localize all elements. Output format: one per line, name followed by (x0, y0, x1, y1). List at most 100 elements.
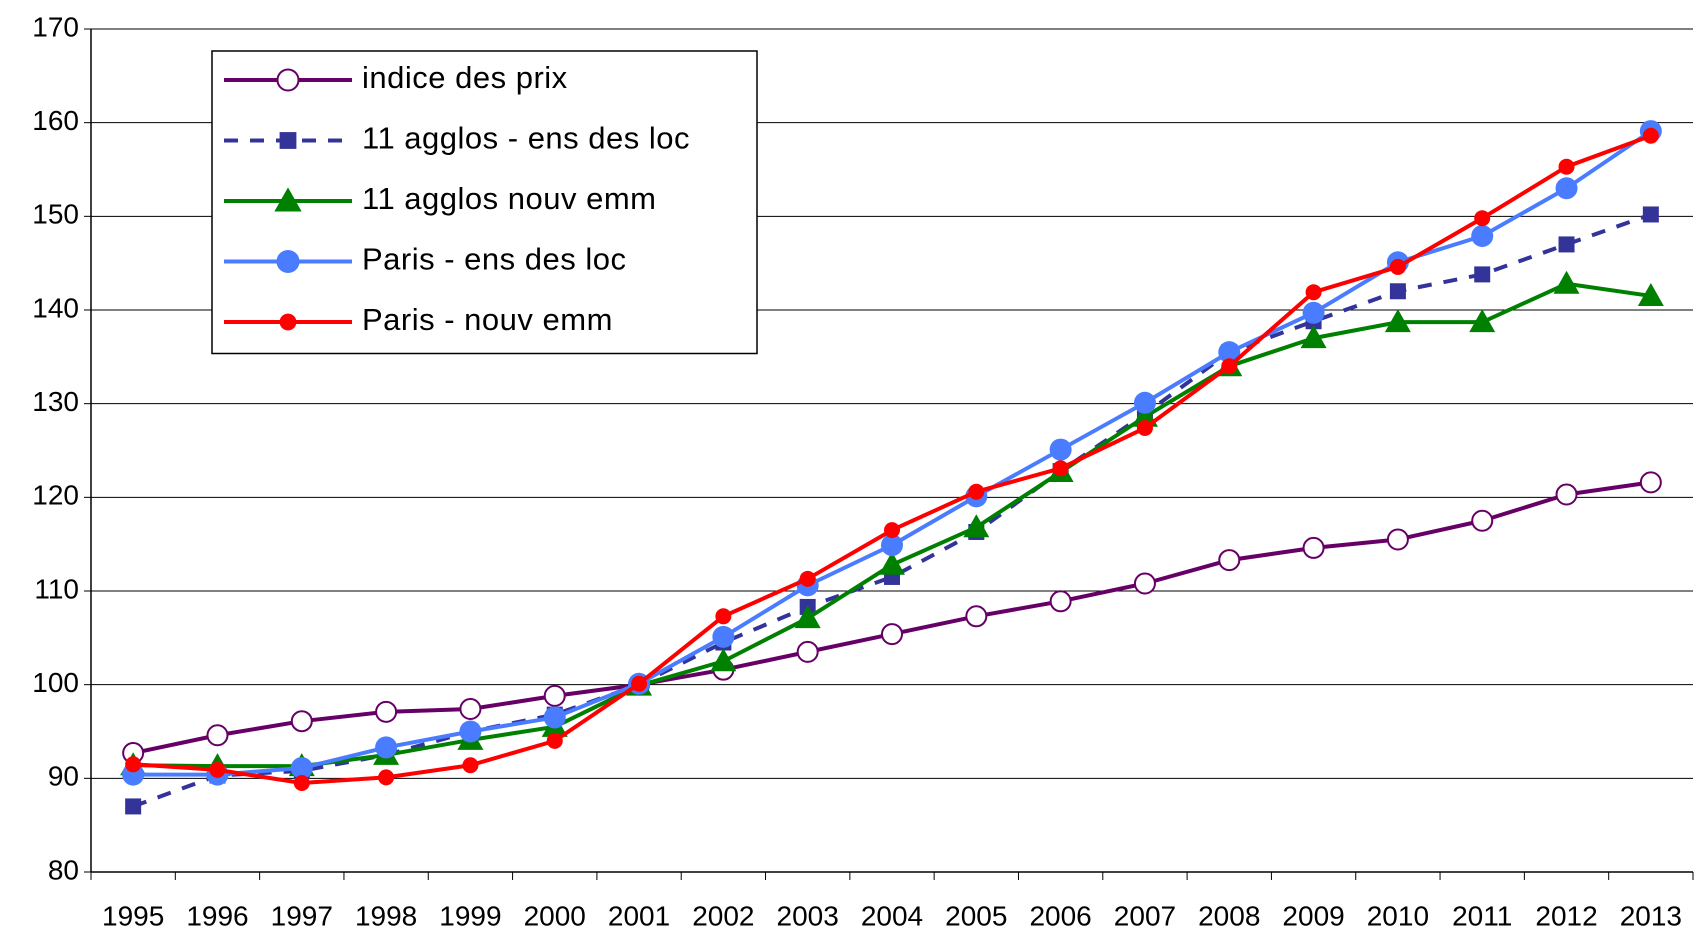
marker (293, 775, 310, 792)
y-tick-label: 110 (34, 573, 79, 604)
marker (881, 534, 903, 557)
marker (963, 514, 990, 538)
marker (1133, 572, 1156, 595)
x-tick-label: 2012 (1535, 900, 1597, 931)
marker (794, 605, 821, 629)
x-tick-label: 1997 (271, 900, 333, 931)
marker (546, 732, 563, 749)
marker (965, 605, 988, 628)
marker (209, 761, 226, 778)
marker (1389, 283, 1406, 300)
legend-marker (276, 249, 300, 274)
marker (1133, 391, 1156, 414)
marker (799, 570, 816, 587)
x-tick-label: 2010 (1367, 900, 1429, 931)
marker (1386, 528, 1409, 551)
legend-marker (276, 68, 300, 92)
marker (1052, 460, 1069, 477)
marker (710, 648, 737, 672)
x-tick-label: 2007 (1114, 900, 1176, 931)
y-tick-label: 160 (32, 105, 79, 136)
x-tick-label: 2005 (945, 900, 1007, 931)
x-tick-label: 2009 (1282, 900, 1344, 931)
y-tick-label: 120 (32, 480, 79, 511)
marker (631, 675, 648, 692)
legend-marker (274, 187, 302, 212)
marker (1474, 210, 1491, 227)
marker (459, 720, 482, 743)
marker (1471, 225, 1494, 248)
marker (1302, 301, 1325, 324)
x-tick-label: 2011 (1452, 900, 1512, 931)
marker (125, 756, 142, 773)
x-tick-label: 2006 (1029, 900, 1091, 931)
x-tick-label: 2013 (1620, 900, 1682, 931)
marker (968, 483, 985, 500)
y-tick-label: 130 (32, 386, 79, 417)
x-tick-label: 2000 (524, 900, 586, 931)
y-tick-label: 150 (32, 199, 79, 230)
marker (1049, 438, 1072, 461)
marker (459, 698, 482, 721)
x-tick-label: 1995 (102, 900, 164, 931)
legend-label: 11 agglos - ens des loc (362, 121, 690, 156)
marker (290, 757, 313, 780)
marker (879, 551, 905, 575)
y-tick-label: 80 (48, 854, 79, 885)
marker (1136, 420, 1153, 437)
marker (290, 710, 313, 733)
marker (1558, 236, 1575, 253)
marker (796, 640, 819, 663)
marker (125, 798, 142, 815)
marker (1642, 206, 1659, 223)
x-tick-label: 1999 (439, 900, 501, 931)
marker (881, 623, 903, 646)
x-tick-label: 1998 (355, 900, 417, 931)
marker (1639, 471, 1662, 494)
y-tick-label: 140 (32, 292, 79, 323)
legend-marker (279, 313, 297, 331)
marker (715, 608, 732, 625)
marker (1642, 127, 1659, 144)
marker (206, 724, 229, 747)
marker (1389, 258, 1406, 275)
x-tick-label: 2008 (1198, 900, 1260, 931)
legend-label: Paris - ens des loc (362, 242, 627, 277)
marker (1302, 536, 1325, 559)
marker (1384, 309, 1411, 333)
marker (543, 706, 566, 729)
legend-label: indice des prix (362, 60, 568, 95)
marker (1555, 483, 1578, 506)
y-tick-label: 170 (32, 11, 79, 42)
marker (1300, 325, 1327, 349)
marker (1469, 309, 1496, 333)
x-tick-label: 2002 (692, 900, 754, 931)
marker (462, 757, 479, 774)
marker (1553, 270, 1580, 294)
marker (1221, 358, 1238, 375)
marker (1305, 284, 1322, 301)
marker (1474, 266, 1491, 283)
marker (1218, 341, 1241, 364)
marker (1049, 590, 1072, 613)
legend-label: 11 agglos nouv emm (362, 181, 656, 216)
marker (1471, 509, 1494, 532)
x-tick-label: 2004 (861, 900, 923, 931)
legend-marker (279, 132, 297, 149)
x-tick-label: 2003 (777, 900, 839, 931)
y-tick-label: 100 (32, 667, 79, 698)
marker (1637, 282, 1664, 306)
marker (884, 522, 900, 539)
marker (1218, 549, 1241, 572)
marker (375, 736, 398, 759)
x-tick-label: 1996 (186, 900, 248, 931)
marker (1558, 158, 1575, 175)
x-tick-label: 2001 (608, 900, 670, 931)
y-tick-label: 90 (48, 761, 79, 792)
marker (1555, 177, 1578, 200)
marker (375, 700, 398, 723)
legend-label: Paris - nouv emm (362, 302, 613, 337)
marker (712, 625, 735, 648)
marker (378, 769, 395, 786)
